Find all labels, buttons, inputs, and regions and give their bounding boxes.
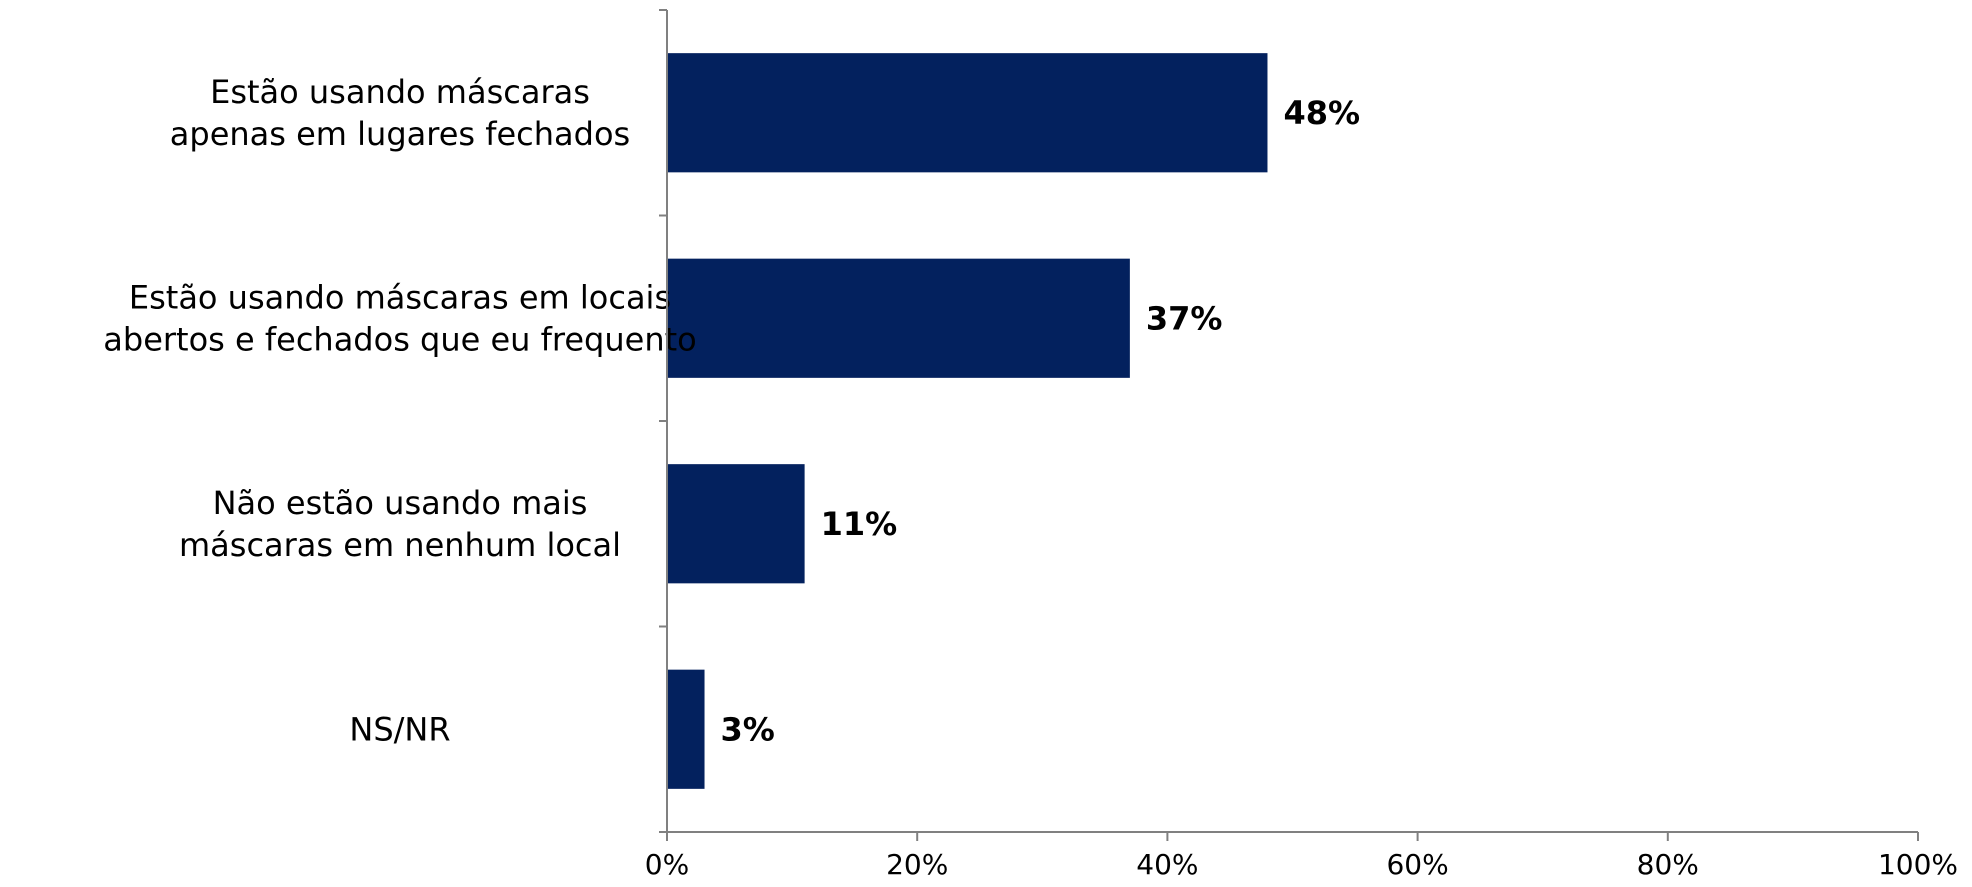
bar-2 (667, 258, 1130, 378)
x-tick-label-3: 60% (1386, 848, 1448, 881)
x-tick-label-2: 40% (1136, 848, 1198, 881)
category-label-2: Estão usando máscaras em locais abertos e… (103, 278, 696, 358)
x-tick-label-4: 80% (1637, 848, 1699, 881)
x-tick-label-0: 0% (645, 848, 689, 881)
axes-group: 0% 20% 40% 60% 80% 100% (645, 9, 1958, 881)
category-label-3: Não estão usando mais máscaras em nenhum … (179, 484, 621, 564)
value-label-1: 48% (1283, 94, 1360, 132)
category-labels-group: Estão usando máscaras apenas em lugares f… (103, 73, 696, 749)
bars-group (667, 53, 1268, 789)
category-label-1: Estão usando máscaras apenas em lugares f… (170, 73, 630, 153)
value-label-2: 37% (1146, 299, 1223, 337)
x-tick-label-5: 100% (1878, 848, 1958, 881)
value-label-4: 3% (721, 710, 775, 748)
category-label-4: NS/NR (349, 710, 450, 748)
bar-4 (667, 669, 705, 789)
value-label-3: 11% (821, 505, 898, 543)
value-labels-group: 48% 37% 11% 3% (721, 94, 1361, 749)
bar-1 (667, 53, 1268, 173)
bar-3 (667, 464, 805, 584)
x-tick-label-1: 20% (886, 848, 948, 881)
